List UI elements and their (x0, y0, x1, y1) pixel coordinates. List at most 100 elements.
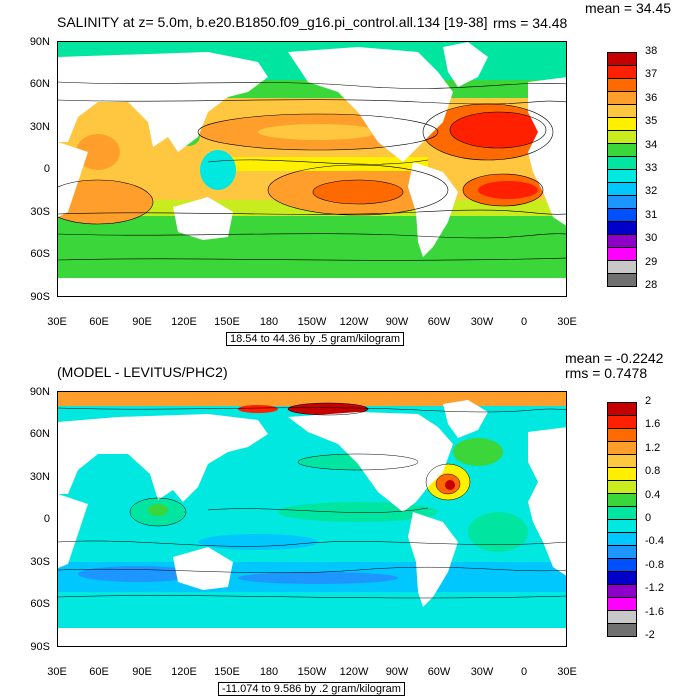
colorbar-swatch (607, 195, 637, 209)
mean-label: mean = -0.2242 (565, 350, 664, 366)
colorbar-swatch (607, 558, 637, 572)
colorbar-swatch (607, 623, 637, 637)
colorbar-label: -0.4 (645, 535, 664, 548)
y-tick-label: 60S (30, 248, 50, 260)
x-tick-label: 30E (47, 666, 67, 678)
colorbar-label: 29 (645, 255, 658, 268)
y-tick-label: 60N (29, 428, 50, 440)
colorbar-label: 36 (645, 91, 658, 104)
colorbar-swatch (607, 428, 637, 442)
colorbar-label: 0.4 (645, 488, 661, 501)
colorbar-label: -0.8 (645, 558, 664, 571)
colorbar-swatch (607, 169, 637, 183)
x-tick-label: 30E (557, 666, 577, 678)
colorbar-swatch (607, 247, 637, 261)
colorbar-label: -1.2 (645, 582, 664, 595)
colorbar-label: 37 (645, 68, 658, 81)
colorbar-label: -1.6 (645, 605, 664, 618)
x-tick-label: 90E (132, 666, 152, 678)
x-tick-label: 120W (339, 316, 369, 328)
x-tick-label: 0 (520, 666, 528, 678)
colorbar-label: 1.6 (645, 418, 661, 431)
colorbar-label: 32 (645, 185, 658, 198)
difference-map (57, 391, 567, 647)
y-tick-label: 90S (30, 641, 50, 653)
x-tick-label: 180 (259, 666, 279, 678)
rms-label: rms = 34.48 (493, 15, 568, 31)
salinity-panel: SALINITY at z= 5.0m, b.e20.B1850.f09_g16… (29, 0, 671, 346)
x-tick-label: 120E (171, 666, 197, 678)
colorbar-swatch (607, 273, 637, 287)
y-tick-label: 30S (30, 206, 50, 218)
x-tick-label: 150W (297, 666, 327, 678)
x-tick-label: 120E (171, 316, 197, 328)
colorbar-swatch (607, 208, 637, 222)
colorbar-swatch (607, 415, 637, 429)
colorbar-label: 35 (645, 115, 658, 128)
colorbar: 38 37 36 35 34 33 32 31 30 29 28 (607, 45, 657, 291)
colorbar-swatch (607, 480, 637, 494)
y-tick-label: 0 (43, 513, 50, 525)
panel-title: (MODEL - LEVITUS/PHC2) (57, 364, 228, 380)
x-tick-label: 30E (557, 316, 577, 328)
colorbar-swatch (607, 234, 637, 248)
colorbar-swatch (607, 156, 637, 170)
colorbar-label: 28 (645, 279, 658, 291)
colorbar-swatch (607, 260, 637, 274)
y-tick-label: 60S (30, 598, 50, 610)
colorbar-swatch (607, 52, 637, 66)
colorbar-label: 30 (645, 232, 658, 245)
y-tick-label: 90S (30, 291, 50, 303)
colorbar-swatch (607, 454, 637, 468)
x-tick-label: 60W (427, 666, 451, 678)
colorbar-swatch (607, 441, 637, 455)
colorbar-swatch (607, 78, 637, 92)
x-tick-label: 30E (47, 316, 67, 328)
x-tick-label: 150W (297, 316, 327, 328)
salinity-map (57, 41, 567, 297)
x-tick-label: 60E (89, 316, 109, 328)
colorbar-swatch (607, 610, 637, 624)
x-tick-label: 60E (89, 666, 109, 678)
difference-panel: (MODEL - LEVITUS/PHC2) mean = -0.2242 rm… (0, 350, 700, 700)
x-tick-label: 150E (214, 666, 240, 678)
x-tick-label: 90E (132, 316, 152, 328)
colorbar-swatch (607, 143, 637, 157)
y-tick-label: 30N (29, 121, 50, 133)
colorbar-swatch (607, 117, 637, 131)
colorbar-swatch (607, 571, 637, 585)
colorbar-swatch (607, 221, 637, 235)
y-tick-label: 60N (29, 78, 50, 90)
x-tick-label: 30W (470, 316, 494, 328)
colorbar-label: 33 (645, 162, 658, 174)
colorbar-swatch (607, 91, 637, 105)
colorbar-label: 2 (645, 395, 652, 407)
y-tick-label: 30N (29, 471, 50, 483)
colorbar-label: 38 (645, 45, 658, 57)
x-tick-label: 30W (470, 666, 494, 678)
colorbar-swatch (607, 65, 637, 79)
colorbar-swatch (607, 519, 637, 533)
y-tick-label: 90N (29, 36, 50, 48)
colorbar: 2 1.6 1.2 0.8 0.4 0 -0.4 -0.8 -1.2 -1.6 -2 (607, 395, 664, 641)
contour-info-box: 18.54 to 44.36 by .5 gram/kilogram (226, 332, 404, 346)
y-tick-label: 30S (30, 556, 50, 568)
colorbar-swatch (607, 506, 637, 520)
colorbar-swatch (607, 597, 637, 611)
colorbar-label: 31 (645, 208, 658, 221)
colorbar-swatch (607, 182, 637, 196)
colorbar-label: -2 (645, 629, 655, 641)
x-tick-label: 90W (385, 666, 409, 678)
colorbar-swatch (607, 545, 637, 559)
panel-title: SALINITY at z= 5.0m, b.e20.B1850.f09_g16… (57, 14, 488, 30)
colorbar-label: 0 (645, 512, 652, 524)
colorbar-swatch (607, 402, 637, 416)
colorbar-swatch (607, 104, 637, 118)
colorbar-label: 34 (645, 138, 658, 151)
colorbar-label: 0.8 (645, 465, 661, 478)
colorbar-swatch (607, 130, 637, 144)
y-tick-label: 90N (29, 386, 50, 398)
colorbar-swatch (607, 467, 637, 481)
x-tick-label: 150E (214, 316, 240, 328)
x-tick-label: 60W (427, 316, 451, 328)
